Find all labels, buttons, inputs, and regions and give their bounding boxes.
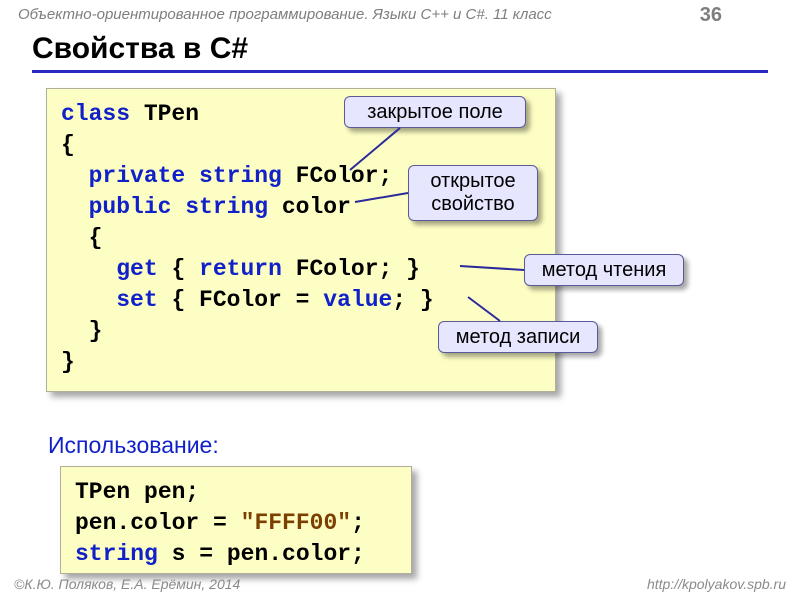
- page-title: Свойства в C#: [32, 32, 768, 73]
- page-number: 36: [700, 4, 722, 27]
- footer-url: http://kpolyakov.spb.ru: [647, 576, 786, 592]
- slide-root: Объектно-ориентированное программировани…: [0, 0, 800, 600]
- callout-setter: метод записи: [438, 321, 598, 353]
- usage-heading: Использование:: [48, 432, 219, 459]
- callout-public-property: открытое свойство: [408, 165, 538, 221]
- breadcrumb: Объектно-ориентированное программировани…: [18, 6, 552, 23]
- callout-private-field: закрытое поле: [344, 96, 526, 128]
- code-block-usage: TPen pen; pen.color = "FFFF00"; string s…: [60, 466, 412, 574]
- callout-getter: метод чтения: [524, 254, 684, 286]
- footer-copyright: ©К.Ю. Поляков, Е.А. Ерёмин, 2014: [14, 576, 240, 592]
